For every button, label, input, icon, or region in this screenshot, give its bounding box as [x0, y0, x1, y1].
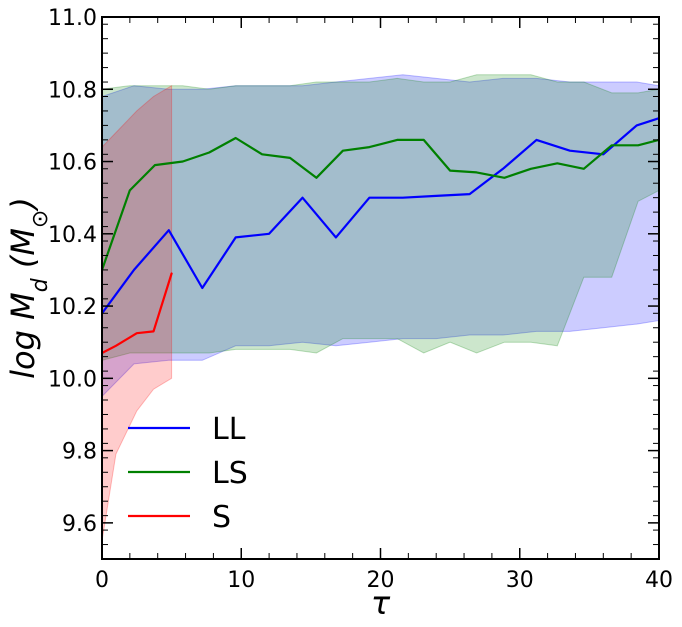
y-tick-label: 10.8 [48, 78, 97, 103]
band-s [102, 84, 173, 541]
x-tick-label: 30 [506, 568, 534, 593]
series-line-ls [102, 136, 659, 271]
legend: LL LS S [128, 412, 248, 535]
x-axis-label: τ [371, 584, 391, 622]
x-tick-label: 10 [227, 568, 255, 593]
series-line-ll [102, 117, 659, 315]
y-tick-label: 9.8 [62, 440, 97, 465]
x-tick-label: 20 [367, 568, 395, 593]
legend-label-s: S [212, 500, 231, 535]
y-axis-label: log Md (M⊙) [4, 197, 53, 379]
y-tick-label: 10.4 [48, 223, 97, 248]
series-line-s [102, 272, 173, 355]
tick-labels: 0 10 20 30 40 9.6 9.8 10.0 10.2 10.4 10.6 10.8 11.0 [48, 6, 673, 593]
y-tick-label: 10.2 [48, 295, 97, 320]
axes [101, 16, 660, 560]
y-tick-label: 11.0 [48, 6, 97, 31]
y-tick-label: 9.6 [62, 512, 97, 537]
legend-label-ll: LL [212, 412, 246, 447]
x-tick-label: 0 [95, 568, 109, 593]
x-tick-label: 40 [645, 568, 673, 593]
y-tick-label: 10.0 [48, 367, 97, 392]
series-lines [102, 117, 659, 355]
legend-label-ls: LS [212, 456, 248, 491]
y-tick-label: 10.6 [48, 151, 97, 176]
band-ls [102, 74, 659, 361]
